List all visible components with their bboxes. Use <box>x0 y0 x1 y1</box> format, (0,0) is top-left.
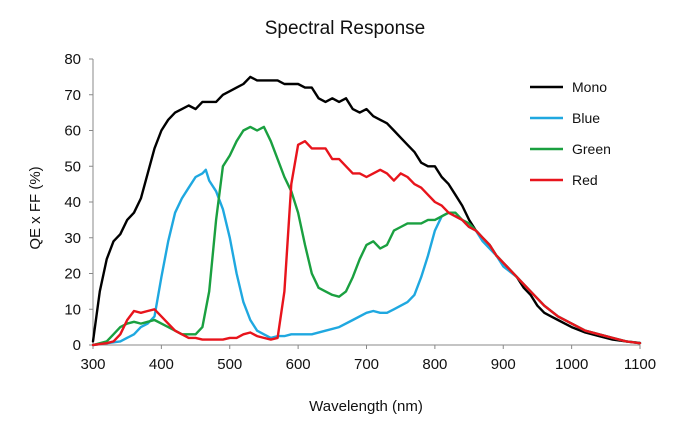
series-line-red <box>91 140 642 347</box>
chart-legend: Mono Blue Green Red <box>530 79 611 188</box>
x-axis-label: Wavelength (nm) <box>309 398 423 415</box>
series-line-blue <box>91 168 642 347</box>
x-tick-label: 600 <box>286 356 311 373</box>
x-tick-label: 300 <box>80 356 105 373</box>
y-tick-label: 10 <box>64 301 81 318</box>
y-tick-label: 50 <box>64 158 81 175</box>
chart-axes: 300 400 500 600 700 800 900 1000 1100 0 10 20 30 40 50… <box>64 51 656 373</box>
legend-label-mono: Mono <box>572 79 607 95</box>
x-tick-label: 700 <box>354 356 379 373</box>
y-axis-label: QE x FF (%) <box>27 166 44 249</box>
x-tick-label: 400 <box>149 356 174 373</box>
x-tick-label: 1100 <box>624 356 656 373</box>
x-tick-label: 500 <box>217 356 242 373</box>
y-tick-label: 30 <box>64 230 81 247</box>
chart-title: Spectral Response <box>265 18 426 39</box>
series-line-mono <box>91 75 642 345</box>
y-tick-label: 60 <box>64 123 81 140</box>
y-tick-label: 80 <box>64 51 81 68</box>
y-tick-label: 40 <box>64 194 81 211</box>
legend-label-blue: Blue <box>572 110 600 126</box>
y-tick-label: 70 <box>64 87 81 104</box>
x-tick-label: 800 <box>422 356 447 373</box>
y-tick-label: 0 <box>73 337 81 354</box>
y-tick-label: 20 <box>64 266 81 283</box>
legend-label-red: Red <box>572 172 598 188</box>
chart-series-layer <box>91 75 642 347</box>
x-tick-label: 1000 <box>555 356 588 373</box>
legend-label-green: Green <box>572 141 611 157</box>
x-tick-label: 900 <box>491 356 516 373</box>
